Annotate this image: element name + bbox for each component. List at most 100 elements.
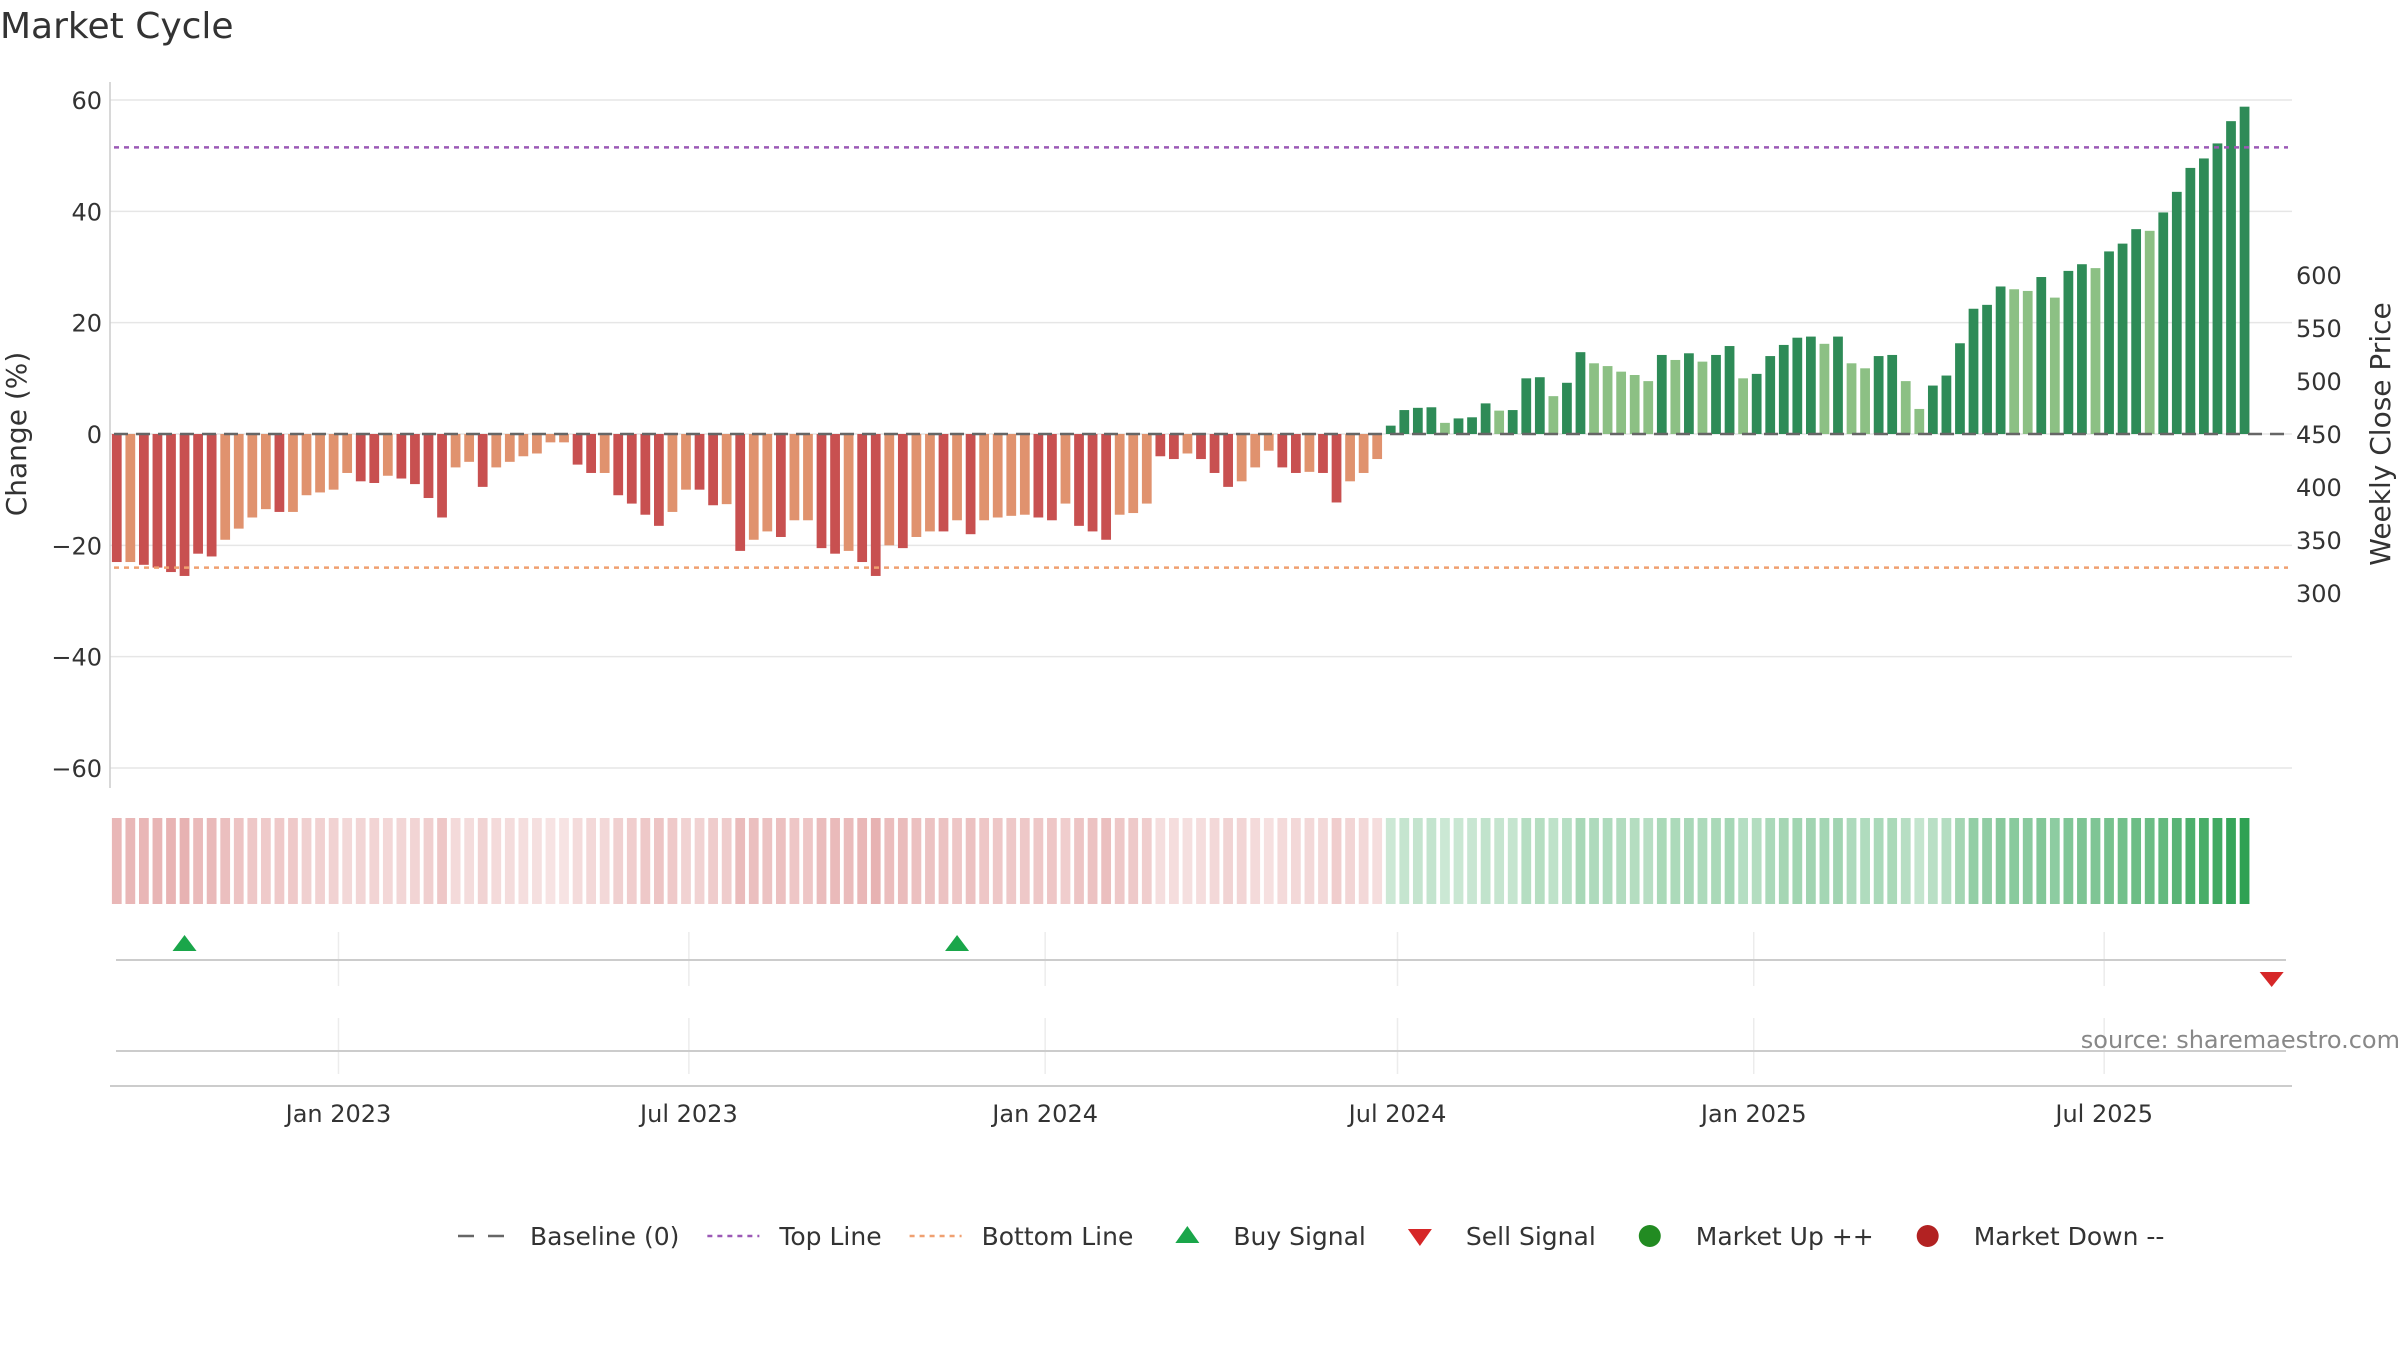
heat-cell [1792, 818, 1803, 904]
bar [1982, 304, 1992, 434]
heat-cell [1751, 818, 1762, 904]
reference-lines [114, 146, 2288, 569]
heat-cell [803, 818, 813, 904]
bar [1724, 346, 1735, 434]
bar [1995, 286, 2006, 434]
heat-cell [315, 818, 325, 904]
bar [789, 434, 800, 521]
bar [1833, 336, 1843, 434]
heat-cell [721, 818, 732, 904]
heat-cell [1101, 818, 1112, 904]
bar [1684, 353, 1694, 434]
legend-item-down: Market Down -- [1916, 1222, 2164, 1251]
heat-cell [2144, 818, 2155, 904]
bar [2104, 251, 2114, 434]
heat-cell [152, 818, 163, 904]
heat-cell [1995, 818, 2006, 904]
bar [2131, 229, 2142, 434]
bar [518, 434, 529, 457]
bar [1589, 363, 1599, 434]
bar [1941, 375, 1952, 434]
heat-cell [2077, 818, 2087, 904]
bar [464, 434, 475, 462]
bar [897, 434, 908, 549]
heat-cell [1738, 818, 1748, 904]
signal-panel [116, 932, 2286, 987]
heat-cell [423, 818, 434, 904]
heat-cell [491, 818, 502, 904]
bar [1074, 434, 1084, 526]
heat-cell [816, 818, 827, 904]
heat-cell [2158, 818, 2169, 904]
heat-cell [559, 818, 569, 904]
heat-cell [1318, 818, 1328, 904]
y-tick-label-right: 450 [2296, 421, 2342, 449]
heat-cell [681, 818, 691, 904]
bar [1358, 434, 1369, 473]
heat-cell [1968, 818, 1979, 904]
heat-cell [342, 818, 353, 904]
bar [1914, 408, 1925, 434]
bar [2212, 143, 2223, 435]
heat-cell [1941, 818, 1952, 904]
heat-cell [1440, 818, 1450, 904]
heat-cell [1548, 818, 1559, 904]
bar [1955, 343, 1965, 434]
heat-cell [1494, 818, 1505, 904]
source-note: source: sharemaestro.com [2081, 1026, 2400, 1054]
sell-signal-marker [2259, 972, 2284, 987]
bar [1331, 434, 1342, 503]
heat-cell [1562, 818, 1572, 904]
heat-cell [1805, 818, 1816, 904]
legend-item-top: Top Line [707, 1222, 882, 1251]
heat-cell [1290, 818, 1301, 904]
heat-cell [654, 818, 664, 904]
heat-cell [1900, 818, 1911, 904]
chart-title: Market Cycle [0, 6, 234, 47]
legend-item-bottom: Bottom Line [909, 1222, 1134, 1251]
y-tick-label-left: 0 [87, 421, 102, 449]
bar [545, 434, 556, 443]
legend-label: Bottom Line [982, 1222, 1134, 1251]
bar [2117, 243, 2128, 434]
heat-cell [382, 818, 393, 904]
bar [694, 434, 705, 490]
x-tick-label: Jan 2025 [1699, 1100, 1807, 1128]
heat-cell [247, 818, 258, 904]
heat-cell [464, 818, 475, 904]
heat-cell [1250, 818, 1261, 904]
bar [288, 434, 298, 512]
heat-cell [1480, 818, 1491, 904]
heat-cell [2199, 818, 2209, 904]
heat-cell [1833, 818, 1843, 904]
bar [925, 434, 935, 532]
y-axis-label-right: Weekly Close Price [2364, 302, 2397, 565]
x-tick-label: Jul 2023 [638, 1100, 738, 1128]
bar [2036, 277, 2047, 434]
bar [1602, 366, 1613, 434]
bar [125, 434, 136, 563]
bar [1562, 382, 1572, 434]
bar [1711, 354, 1721, 434]
bar [1697, 361, 1708, 434]
heat-cell [1006, 818, 1017, 904]
bar [2226, 121, 2236, 435]
bar [1290, 434, 1301, 473]
bar [965, 434, 976, 535]
bar [247, 434, 258, 518]
heat-cell [857, 818, 868, 904]
bar [2077, 264, 2087, 434]
x-tick-label: Jan 2023 [284, 1100, 392, 1128]
bar [2009, 289, 2020, 434]
heat-cell [1087, 818, 1098, 904]
heat-cell [1047, 818, 1057, 904]
heat-cell [1724, 818, 1735, 904]
bar [1318, 434, 1328, 473]
bar [423, 434, 434, 499]
heat-cell [572, 818, 583, 904]
heat-cell [2212, 818, 2223, 904]
bar [1900, 381, 1911, 434]
heat-cell [1209, 818, 1220, 904]
heat-cell [613, 818, 624, 904]
